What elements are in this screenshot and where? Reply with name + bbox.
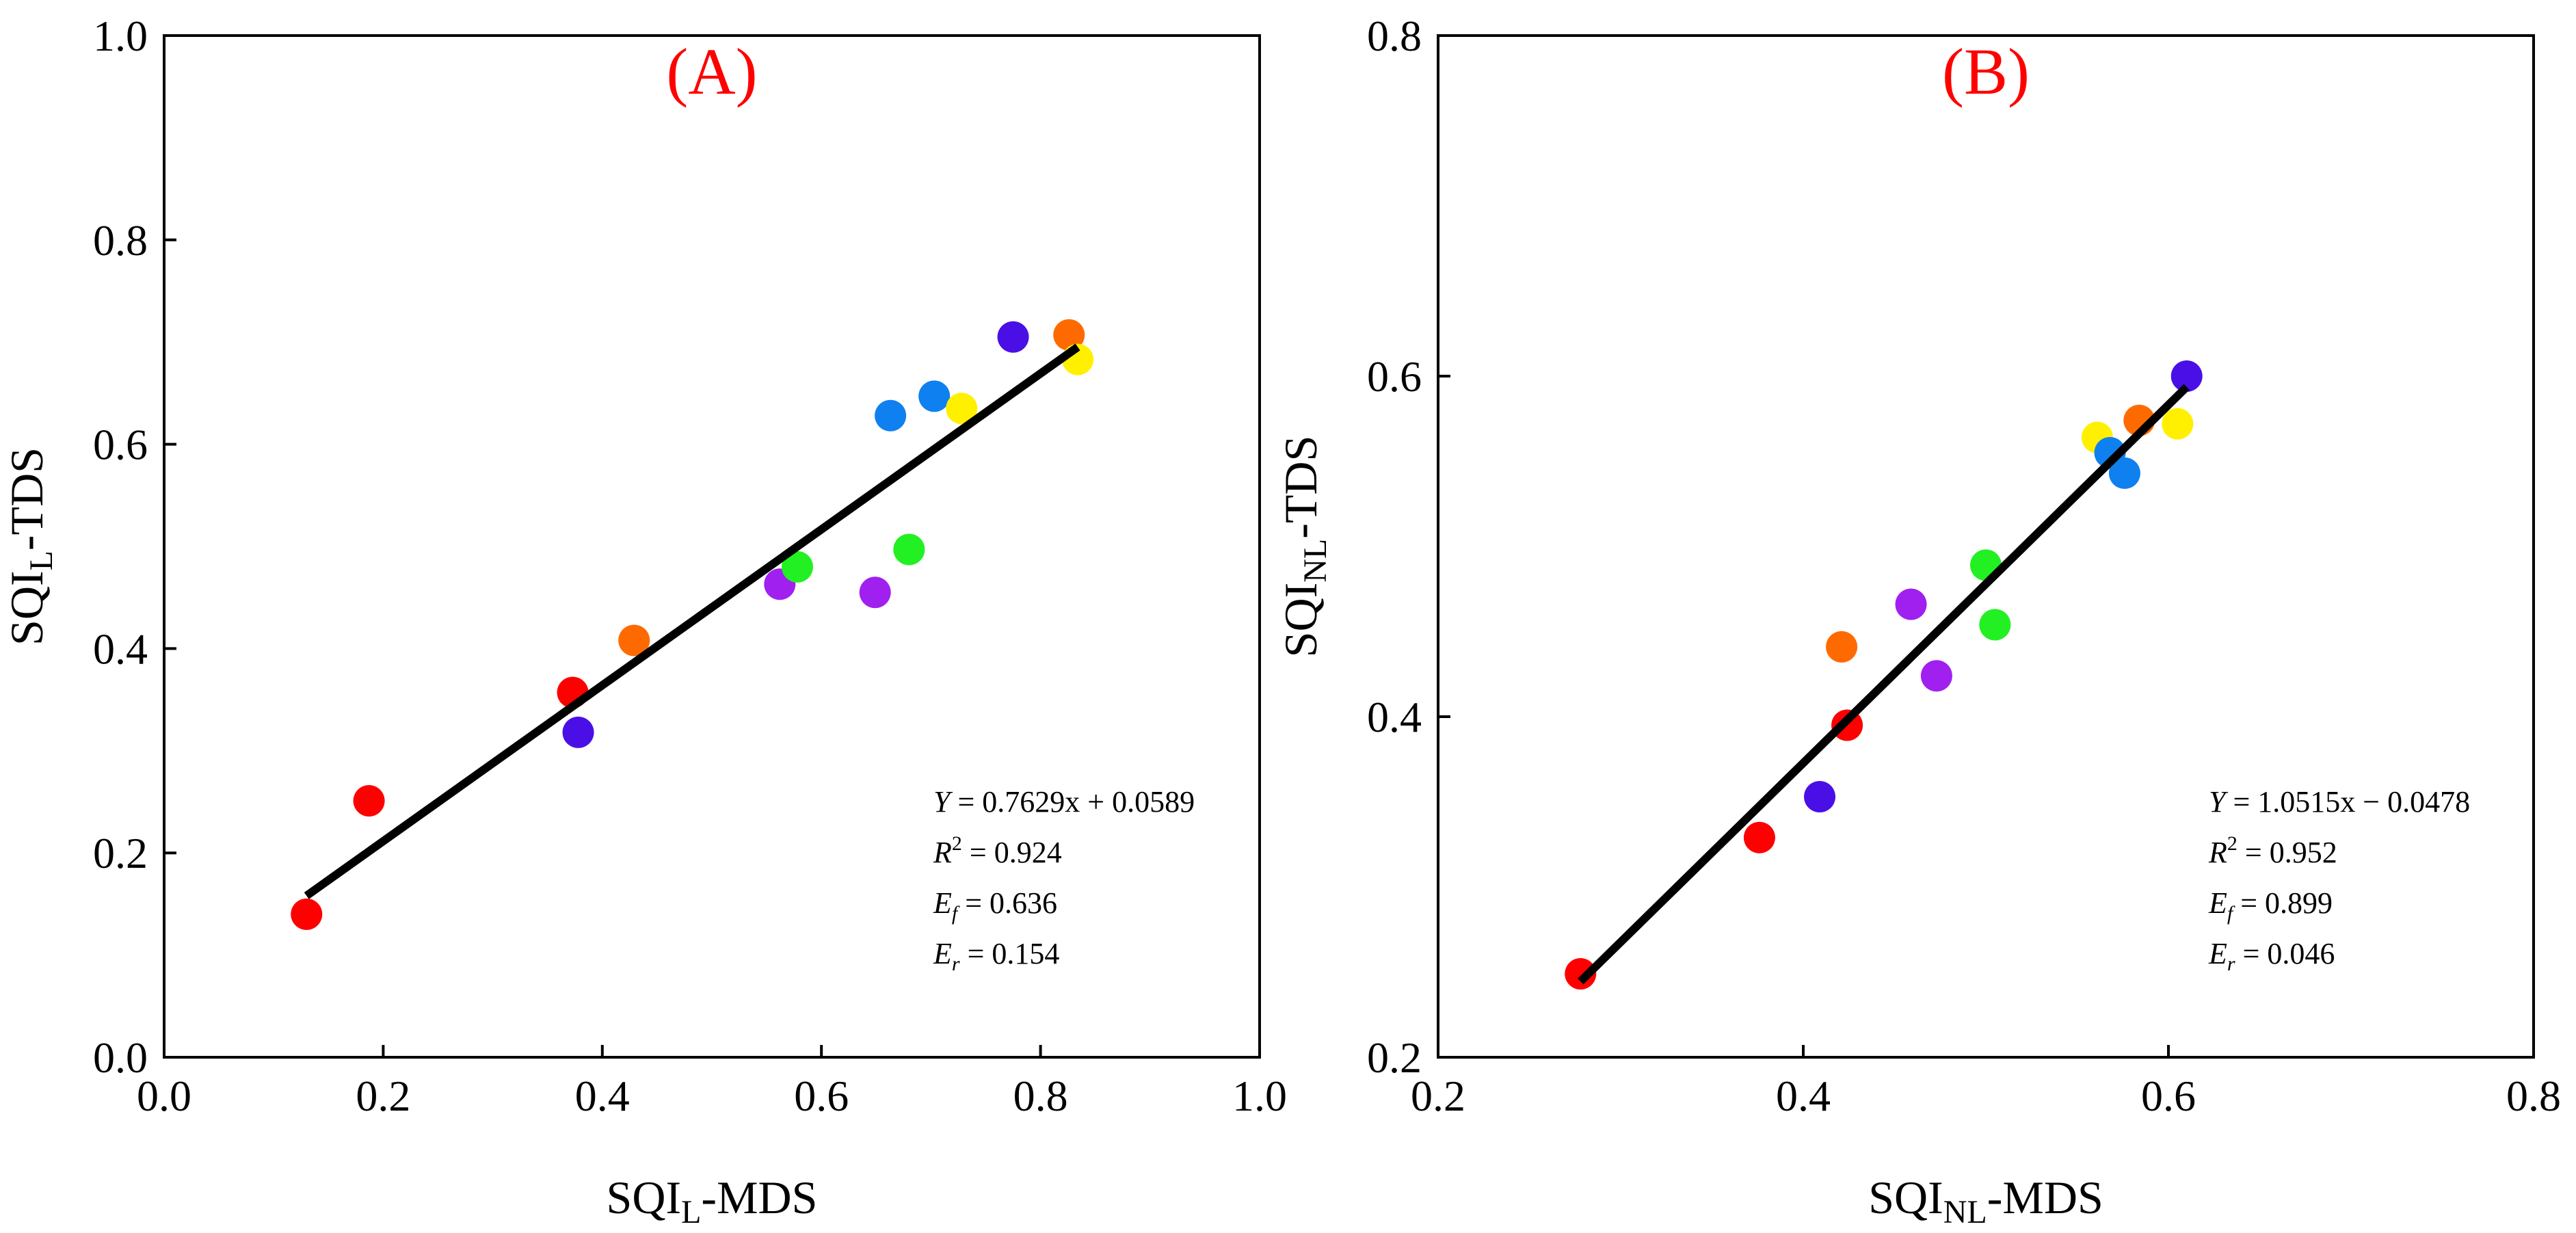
- x-tick-label-a: 0.8: [1013, 1072, 1068, 1120]
- y-tick-label-a: 0.2: [93, 829, 148, 877]
- data-point-a: [918, 380, 951, 412]
- panel-label-b: (B): [1942, 35, 2030, 108]
- data-point-a: [997, 321, 1029, 353]
- y-tick-label-a: 0.6: [93, 421, 148, 469]
- data-point-b: [2170, 360, 2203, 392]
- data-point-b: [1804, 781, 1836, 813]
- panel-label-a: (A): [666, 35, 757, 108]
- y-tick-label-a: 1.0: [93, 12, 148, 60]
- regression-line-a: [304, 343, 1080, 899]
- data-point-a: [353, 785, 385, 817]
- data-point-a: [946, 393, 978, 425]
- x-axis-title-a: SQIL-MDS: [607, 1171, 818, 1230]
- y-tick-label-b: 0.4: [1367, 693, 1422, 741]
- data-point-a: [291, 898, 323, 930]
- x-tick-label-a: 1.0: [1232, 1072, 1287, 1120]
- plot-frame-a: [163, 34, 1261, 1059]
- data-point-a: [781, 551, 813, 583]
- data-point-b: [1743, 821, 1775, 853]
- data-point-a: [893, 533, 925, 566]
- data-point-b: [2162, 408, 2194, 440]
- y-tick-label-b: 0.6: [1367, 352, 1422, 401]
- x-tick-label-b: 0.4: [1776, 1072, 1831, 1120]
- data-point-b: [1920, 660, 1952, 692]
- data-point-a: [618, 624, 650, 657]
- er-label-b: Er = 0.046: [2208, 937, 2335, 975]
- x-tick-label-b: 0.6: [2141, 1072, 2196, 1120]
- x-tick-label-b: 0.8: [2506, 1072, 2561, 1120]
- y-tick-label-a: 0.0: [93, 1033, 148, 1082]
- data-point-b: [1895, 588, 1927, 620]
- x-tick-label-a: 0.0: [137, 1072, 191, 1120]
- y-axis-title-b: SQINL-TDS: [1275, 436, 1333, 658]
- r2-label-b: R2 = 0.952: [2208, 832, 2337, 869]
- er-label-a: Er = 0.154: [933, 937, 1059, 975]
- x-tick-label-b: 0.2: [1411, 1072, 1465, 1120]
- data-point-b: [1979, 609, 2011, 641]
- r2-label-a: R2 = 0.924: [933, 832, 1062, 869]
- data-point-a: [875, 399, 907, 432]
- ef-label-b: Ef = 0.899: [2208, 886, 2333, 925]
- data-point-a: [1053, 319, 1085, 351]
- y-axis-title-a: SQIL-TDS: [1, 447, 59, 646]
- data-point-a: [562, 716, 594, 748]
- plot-frame-b: [1437, 34, 2535, 1059]
- y-tick-label-b: 0.8: [1367, 12, 1422, 60]
- data-point-b: [1565, 957, 1597, 990]
- y-tick-label-b: 0.2: [1367, 1033, 1422, 1082]
- data-point-b: [2108, 457, 2140, 489]
- panel-a: 0.0 0.2 0.4 0.6 0.8 1.0 0.0 0.2 0.4 0.6 0.8 1.0 SQIL…: [1, 12, 1287, 1230]
- panel-b: 0.2 0.4 0.6 0.8 0.2 0.4 0.6 0.8 SQINL-MDS SQINL-T…: [1275, 12, 2561, 1230]
- data-point-b: [1826, 631, 1858, 663]
- x-tick-label-a: 0.4: [575, 1072, 630, 1120]
- equation-label-b: Y = 1.0515x − 0.0478: [2209, 785, 2470, 819]
- x-tick-label-a: 0.2: [356, 1072, 410, 1120]
- regression-line-b: [1578, 384, 2190, 985]
- equation-label-a: Y = 0.7629x + 0.0589: [933, 785, 1195, 819]
- x-axis-title-b: SQINL-MDS: [1868, 1171, 2103, 1230]
- y-tick-label-a: 0.8: [93, 216, 148, 265]
- ef-label-a: Ef = 0.636: [933, 886, 1057, 925]
- data-point-a: [859, 576, 891, 609]
- x-tick-label-a: 0.6: [794, 1072, 849, 1120]
- y-tick-label-a: 0.4: [93, 624, 148, 673]
